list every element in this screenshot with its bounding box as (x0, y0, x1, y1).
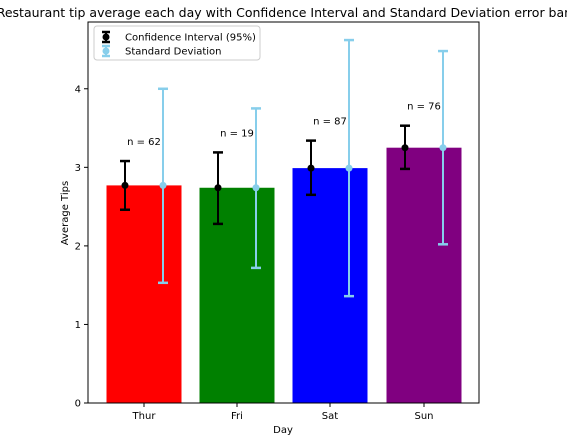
count-label-thur: n = 62 (127, 137, 161, 148)
y-tick-label-2: 2 (75, 241, 81, 252)
x-axis-label: Day (273, 425, 293, 436)
plot-frame (87, 21, 480, 404)
sd-marker-fri (252, 184, 260, 192)
legend-entry-1: Standard Deviation (102, 44, 222, 58)
y-tick-label-0: 0 (75, 399, 81, 410)
bar-thur (106, 185, 182, 403)
bar-sat (292, 168, 368, 403)
y-axis-label: Average Tips (60, 181, 71, 245)
bar-fri (199, 187, 275, 403)
x-tick-label-sun: Sun (414, 411, 433, 422)
legend-label-1: Standard Deviation (125, 47, 222, 58)
legend-marker-1 (102, 47, 110, 55)
bar-sun (386, 147, 462, 403)
y-tick-label-4: 4 (75, 84, 81, 95)
count-label-fri: n = 19 (220, 128, 254, 139)
count-label-sat: n = 87 (313, 117, 347, 128)
ci-marker-sun (401, 144, 409, 152)
sd-marker-thur (159, 181, 167, 189)
legend-box (93, 25, 261, 61)
count-label-sun: n = 76 (407, 102, 441, 113)
ci-marker-fri (214, 184, 222, 192)
sd-marker-sun (439, 144, 447, 152)
legend-label-0: Confidence Interval (95%) (125, 33, 256, 44)
count-labels-layer: n = 62 n = 19 n = 87 n = 76 (127, 102, 441, 148)
y-axis: 0 1 2 3 4 (75, 84, 88, 410)
legend: Confidence Interval (95%) Standard Deviat… (93, 25, 261, 61)
x-tick-label-sat: Sat (322, 411, 338, 422)
ci-marker-thur (121, 181, 129, 189)
legend-entry-0: Confidence Interval (95%) (102, 30, 256, 44)
x-tick-label-thur: Thur (132, 411, 157, 422)
bars-layer (106, 147, 462, 403)
chart-title: Restaurant tip average each day with Con… (0, 5, 567, 20)
x-axis: Thur Fri Sat Sun (132, 403, 434, 422)
legend-entries: Confidence Interval (95%) Standard Deviat… (102, 30, 256, 58)
y-tick-label-1: 1 (75, 320, 81, 331)
y-tick-label-3: 3 (75, 163, 81, 174)
errorbars-layer (120, 38, 448, 298)
sd-marker-sat (345, 164, 353, 172)
ci-marker-sat (307, 164, 315, 172)
legend-marker-0 (102, 33, 110, 41)
x-tick-label-fri: Fri (231, 411, 243, 422)
